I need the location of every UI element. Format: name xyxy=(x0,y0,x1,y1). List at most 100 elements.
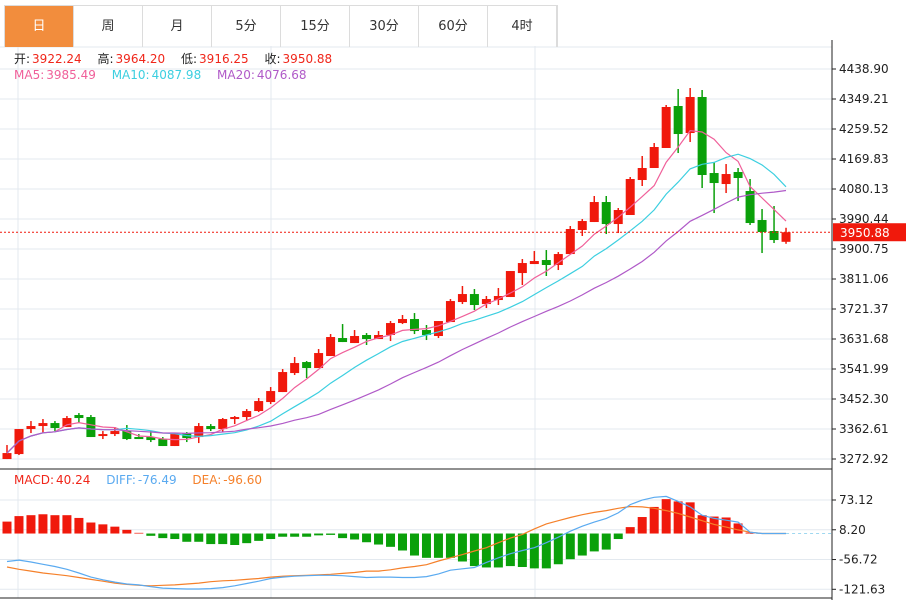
candle-body xyxy=(362,335,372,340)
candle-body xyxy=(685,96,695,134)
diff-label: DIFF: xyxy=(106,473,136,487)
macd-bar xyxy=(74,517,84,534)
macd-bar xyxy=(493,533,503,568)
candle-body xyxy=(529,261,539,265)
candle-body xyxy=(230,417,240,420)
candle-body xyxy=(2,453,12,460)
tab-5min[interactable]: 5分 xyxy=(212,6,281,47)
candle-body xyxy=(481,299,491,305)
macd-bar xyxy=(38,514,48,534)
ma10-label: MA10: xyxy=(111,68,150,82)
candle xyxy=(278,369,288,393)
macd-bar xyxy=(721,517,731,534)
tab-60min[interactable]: 60分 xyxy=(419,6,488,47)
candle xyxy=(769,206,779,244)
close-value: 3950.88 xyxy=(282,52,333,66)
candle-body xyxy=(398,319,408,324)
ma10-line xyxy=(6,153,787,454)
candle-body xyxy=(409,319,419,332)
price-tick-label: 4259.52 xyxy=(839,122,889,136)
tab-day[interactable]: 日 xyxy=(5,6,74,47)
macd-bar xyxy=(505,533,515,567)
macd-bar xyxy=(433,533,443,558)
candle xyxy=(421,325,431,341)
price-tick-label: 3721.37 xyxy=(839,302,889,316)
tab-4hour[interactable]: 4时 xyxy=(488,6,557,47)
candle xyxy=(733,168,743,202)
price-tick-label: 4438.90 xyxy=(839,62,889,76)
ohlc-info: 开: 3922.24 高: 3964.20 低: 3916.25 收: 3950.88 xyxy=(14,50,334,67)
macd-bar xyxy=(445,533,455,558)
macd-bar xyxy=(541,533,551,569)
macd-bar xyxy=(553,533,563,565)
candle-body xyxy=(469,294,479,306)
candle xyxy=(685,87,695,143)
macd-tick-label: 8.20 xyxy=(839,523,866,537)
candle-body xyxy=(553,254,563,266)
price-tick-label: 4169.83 xyxy=(839,152,889,166)
candle-body xyxy=(374,335,384,340)
candle xyxy=(577,219,587,237)
candle xyxy=(254,398,264,413)
close-label: 收: xyxy=(264,52,281,66)
diff-value: -76.49 xyxy=(137,473,177,487)
macd-bar xyxy=(685,502,695,534)
macd-bar xyxy=(697,515,707,534)
ma5-line xyxy=(6,129,787,454)
macd-bar xyxy=(386,533,396,547)
macd-histogram xyxy=(2,499,755,569)
ma5-label: MA5: xyxy=(14,68,45,82)
candle-body xyxy=(146,437,156,441)
ma20-value: 4076.68 xyxy=(256,68,307,82)
candle-body xyxy=(98,434,108,437)
macd-bar xyxy=(529,533,539,569)
macd-bar xyxy=(338,533,348,539)
candle-body xyxy=(589,202,599,223)
candle xyxy=(517,259,527,286)
macd-bar xyxy=(649,506,659,534)
open-value: 3922.24 xyxy=(32,52,82,66)
macd-bar xyxy=(625,527,635,534)
candle xyxy=(637,155,647,187)
macd-bar xyxy=(469,533,479,567)
candle-body xyxy=(697,96,707,175)
price-tick-label: 3541.99 xyxy=(839,362,889,376)
tab-15min[interactable]: 15分 xyxy=(281,6,350,47)
ma20-line xyxy=(6,189,787,454)
candle-body xyxy=(122,431,132,440)
tab-month[interactable]: 月 xyxy=(143,6,212,47)
macd-bar xyxy=(254,533,264,541)
candle xyxy=(14,429,24,456)
candle xyxy=(661,104,671,149)
candle-body xyxy=(38,423,48,427)
candle xyxy=(757,209,767,254)
tab-week[interactable]: 周 xyxy=(74,6,143,47)
macd-bar xyxy=(158,533,168,539)
macd-bar xyxy=(637,517,647,534)
macd-tick-label: -56.72 xyxy=(839,553,878,567)
candle xyxy=(26,421,36,434)
low-value: 3916.25 xyxy=(199,52,249,66)
candle-body xyxy=(278,372,288,393)
macd-bar xyxy=(326,533,336,535)
candle xyxy=(649,143,659,169)
candle-body xyxy=(26,426,36,430)
candle-body xyxy=(649,147,659,169)
candle xyxy=(541,250,551,277)
macd-label: MACD: xyxy=(14,473,55,487)
ma5-value: 3985.49 xyxy=(46,68,96,82)
ma20-label: MA20: xyxy=(217,68,255,82)
candle-body xyxy=(769,231,779,241)
candle xyxy=(601,196,611,235)
candle-body xyxy=(110,431,120,435)
period-tabs: 日 周 月 5分 15分 30分 60分 4时 xyxy=(4,5,558,47)
candle xyxy=(122,425,132,441)
macd-bar xyxy=(290,533,300,537)
candle-body xyxy=(86,417,96,438)
macd-bar xyxy=(661,499,671,534)
candle xyxy=(98,431,108,440)
tab-30min[interactable]: 30分 xyxy=(350,6,419,47)
macd-bar xyxy=(350,533,360,540)
candle xyxy=(242,409,252,422)
